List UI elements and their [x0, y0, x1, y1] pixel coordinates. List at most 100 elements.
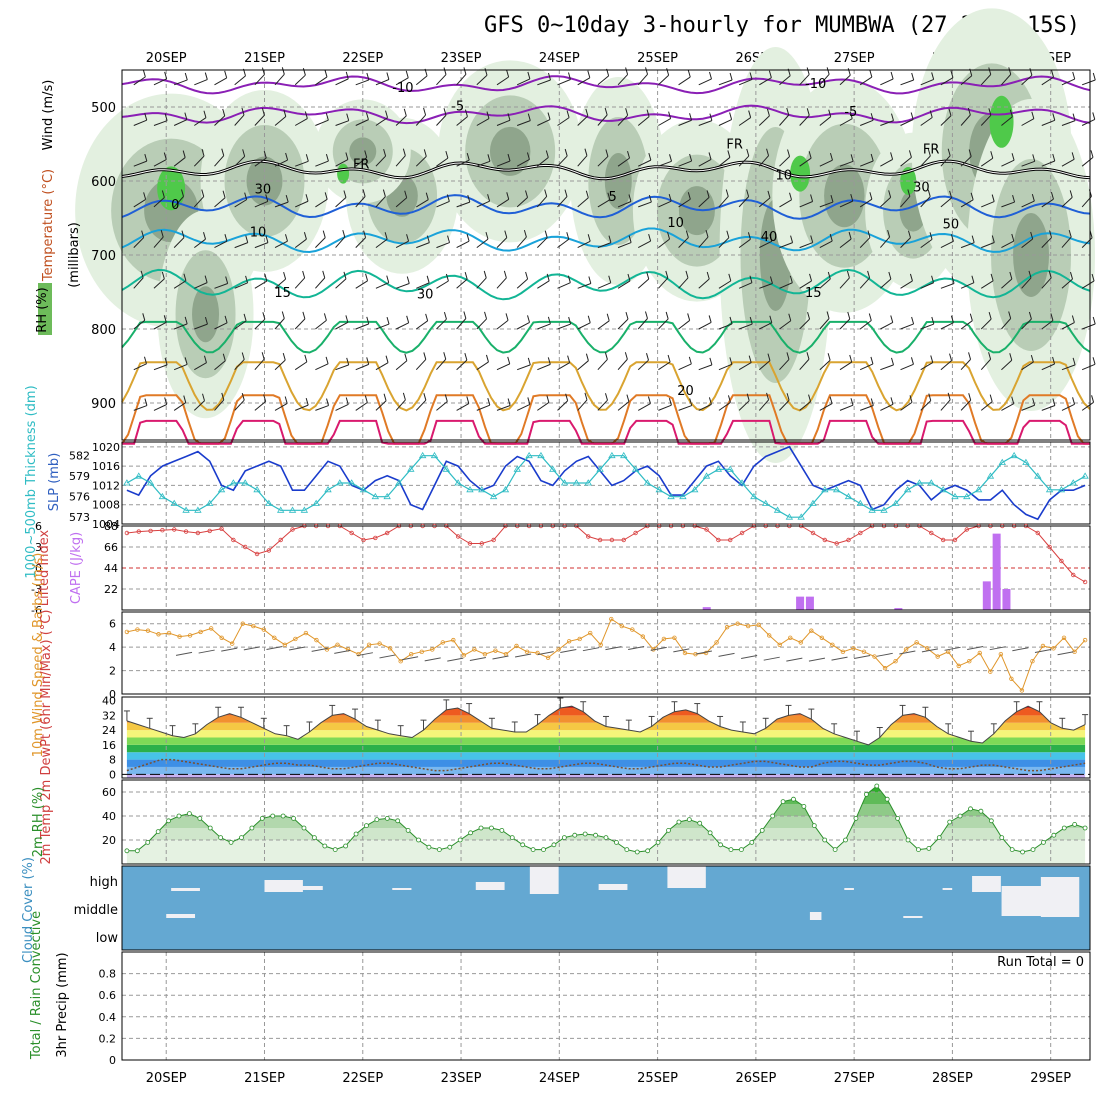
wind-barb-flag — [606, 313, 610, 321]
wind-speed-marker — [419, 649, 424, 655]
wind-barb — [577, 240, 591, 249]
wind-barb — [496, 237, 508, 248]
wind-barb — [1021, 277, 1032, 289]
wind-barb-flag — [605, 149, 609, 157]
wind-barb — [920, 196, 931, 208]
thickness-marker — [868, 506, 876, 513]
wind-barb — [960, 320, 973, 330]
li-marker — [467, 541, 473, 546]
li-tick-label: -6 — [31, 604, 42, 617]
rh-marker — [207, 825, 213, 831]
cloud-cell — [529, 866, 559, 894]
wind-barb-flag — [363, 230, 367, 238]
wind-barb-flag — [870, 153, 874, 162]
thickness-marker — [501, 486, 510, 493]
wind-speed-marker — [809, 628, 814, 633]
wind-barb — [960, 399, 972, 411]
wind-barb — [234, 399, 245, 411]
wind-barb-flag — [991, 194, 995, 202]
wind-barb — [637, 116, 650, 126]
wind-barb — [960, 114, 971, 126]
wind-barb-flag — [709, 71, 712, 80]
surface-wind-barb — [175, 651, 193, 656]
wind-barb-flag — [1072, 357, 1076, 366]
thickness-marker — [276, 506, 285, 513]
contour-label: 30 — [913, 180, 930, 195]
thickness-tick-label: 576 — [69, 491, 90, 504]
surface-wind-barb — [921, 648, 939, 653]
wind-barb — [960, 282, 975, 289]
wind-speed-marker — [124, 629, 130, 635]
wind-barb — [1021, 160, 1035, 167]
wind-speed-marker — [1061, 635, 1067, 640]
wind-barb-flag — [1048, 270, 1052, 279]
bottom-day-label: 29SEP — [1030, 1071, 1071, 1086]
temp-tick-label: 16 — [102, 739, 116, 752]
wind-barb — [557, 155, 568, 167]
wind-barb — [1041, 405, 1056, 411]
wind-barb-flag — [726, 230, 730, 238]
li-marker — [479, 541, 484, 546]
thickness-marker — [702, 472, 711, 479]
li-marker — [160, 528, 165, 533]
wind-barb-flag — [687, 313, 691, 321]
thickness-marker — [903, 486, 912, 493]
rh-marker — [968, 806, 973, 812]
wind-barb — [153, 197, 165, 208]
wind-barb — [637, 359, 649, 371]
temp-band — [126, 759, 1086, 767]
wind-barb-flag — [870, 113, 874, 121]
wind-barb — [274, 116, 287, 126]
wind-barb-flag — [890, 71, 894, 80]
li-marker — [183, 529, 189, 534]
wind-barb — [799, 280, 812, 289]
wind-barb — [799, 74, 810, 86]
li-marker — [739, 530, 745, 536]
wind-speed-marker — [756, 622, 761, 628]
wind-barb — [758, 399, 769, 411]
wind-barb — [759, 240, 773, 249]
bottom-day-label: 22SEP — [342, 1071, 383, 1086]
thickness-marker — [986, 472, 995, 479]
wind-barb — [940, 155, 951, 167]
wind-barb-flag — [950, 70, 954, 78]
precip-panel — [122, 952, 1090, 1061]
temperature-contour-5 — [121, 194, 1091, 220]
wind-barb-flag — [910, 357, 914, 365]
wind-barb — [254, 74, 265, 86]
wind-barb-flag — [164, 357, 168, 365]
wind-barb-flag — [160, 229, 164, 238]
wind-barb — [577, 155, 588, 167]
wind-speed-marker — [251, 623, 256, 629]
wind-barb-flag — [725, 189, 729, 197]
wind-barb — [375, 79, 390, 86]
wind-barb-flag — [709, 357, 713, 366]
wind-barb — [637, 403, 651, 411]
wind-barb — [819, 403, 833, 411]
wind-barb-flag — [908, 150, 912, 158]
wind-barb — [1061, 196, 1073, 208]
thickness-marker — [631, 465, 640, 472]
wind-barb-flag — [769, 234, 773, 242]
thickness-marker — [809, 499, 817, 506]
wind-barb — [516, 120, 531, 126]
wind-tick-label: 4 — [109, 641, 116, 654]
precip-total-axis-label: Total / Rain Convective — [29, 911, 44, 1060]
surface-wind-barb — [560, 648, 577, 653]
wind-barb-flag — [265, 235, 269, 243]
cloud-level-label: high — [90, 875, 118, 890]
wind-barb-flag — [527, 113, 531, 121]
contour-label: 15 — [274, 286, 291, 301]
wind-barb — [698, 278, 710, 289]
thickness-marker — [927, 479, 936, 486]
rh-marker — [124, 848, 130, 854]
wind-barb-flag — [402, 148, 406, 156]
wind-barb — [1021, 404, 1035, 411]
wind-barb — [214, 360, 226, 371]
wind-barb-flag — [285, 234, 288, 242]
cloud-cell — [972, 876, 1001, 892]
wind-barb — [597, 399, 608, 411]
surface-wind-barb — [650, 646, 667, 651]
surface-wind-barb — [1034, 649, 1052, 653]
wind-barb — [214, 399, 225, 411]
